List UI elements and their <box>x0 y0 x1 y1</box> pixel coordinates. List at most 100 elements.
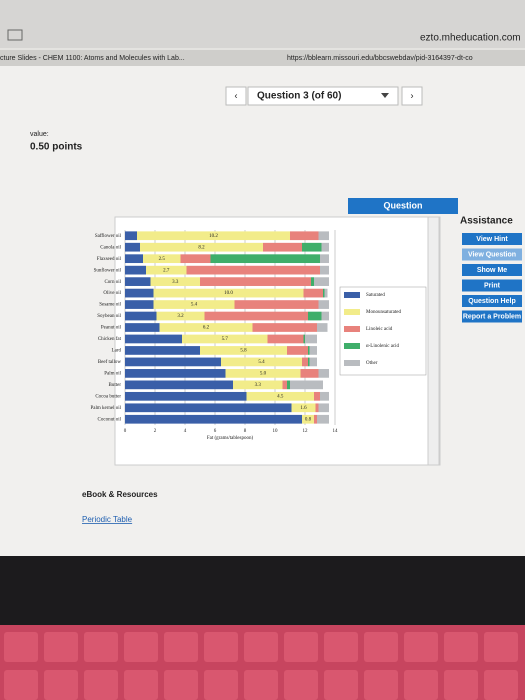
assist-button-label: Print <box>484 282 501 289</box>
bar-segment <box>290 380 323 390</box>
x-tick-label: 0 <box>124 429 127 434</box>
periodic-link[interactable]: Periodic Table <box>82 515 133 524</box>
bar-segment <box>125 346 200 355</box>
key <box>244 632 278 662</box>
assist-button-label: View Hint <box>476 236 508 243</box>
y-tick-label: Sunflower oil <box>94 268 122 273</box>
x-tick-label: 4 <box>184 429 187 434</box>
bar-segment <box>320 265 329 275</box>
bar-segment <box>305 334 317 344</box>
bar-segment <box>267 334 304 344</box>
assist-button-label: Report a Problem <box>463 313 521 320</box>
scrollbar[interactable] <box>427 216 440 466</box>
bar-segment <box>153 300 235 309</box>
assistance-title: Assistance <box>460 216 513 227</box>
y-tick-label: Palm kernel oil <box>90 406 121 411</box>
bar-segment <box>317 323 328 332</box>
legend-label: Saturated <box>366 293 385 298</box>
y-tick-label: Palm oil <box>104 372 121 377</box>
bar-segment <box>182 334 268 344</box>
next-arrow: › <box>411 90 414 100</box>
bar-segment <box>290 231 319 241</box>
key <box>44 632 78 662</box>
bar-segment <box>291 403 316 413</box>
y-tick-label: Soybean oil <box>97 314 121 319</box>
data-label: 5.7 <box>222 337 229 342</box>
host: ezto.mheducation.com <box>420 33 521 44</box>
assist-button[interactable] <box>462 310 522 323</box>
y-tick-label: Cocoa butter <box>95 394 121 399</box>
key <box>124 670 158 700</box>
y-tick-label: Chicken fat <box>98 337 122 342</box>
x-tick-label: 12 <box>303 429 309 434</box>
bar-segment <box>125 369 226 378</box>
tab-title: cture Slides - CHEM 1100: Atoms and Mole… <box>0 55 185 62</box>
bar-segment <box>125 242 140 252</box>
data-label: 8.2 <box>198 245 205 250</box>
bar-segment <box>318 369 329 378</box>
y-tick-label: Sesame oil <box>99 303 121 308</box>
bar-segment <box>300 369 319 378</box>
bar-segment <box>311 277 314 286</box>
assist-button-label: Question Help <box>468 298 515 305</box>
assist-button[interactable] <box>462 248 522 261</box>
bar-segment <box>302 357 308 367</box>
bar-segment <box>125 334 182 344</box>
key <box>484 632 518 662</box>
assist-button[interactable] <box>462 264 522 276</box>
assist-button[interactable] <box>462 279 522 292</box>
data-label: 2.7 <box>163 268 170 273</box>
data-label: 1.6 <box>300 406 307 411</box>
bar-segment <box>125 265 146 275</box>
bar-segment <box>318 300 329 309</box>
bar-segment <box>150 277 200 286</box>
data-label: 3.3 <box>172 280 179 285</box>
bar-segment <box>137 231 290 241</box>
legend-label: α-Linolenic acid <box>366 344 400 349</box>
bar-segment <box>252 323 317 332</box>
question-tab[interactable] <box>348 198 458 214</box>
y-tick-label: Corn oil <box>104 280 121 285</box>
x-tick-label: 10 <box>273 429 279 434</box>
question-tab-label: Question <box>383 200 422 210</box>
bar-segment <box>143 254 181 264</box>
key <box>84 670 118 700</box>
y-tick-label: Coconut oil <box>98 417 122 422</box>
key <box>164 670 198 700</box>
bar-segment <box>200 277 311 286</box>
assist-button[interactable] <box>462 233 522 245</box>
key <box>444 670 478 700</box>
next-button[interactable] <box>401 86 423 106</box>
bar-segment <box>233 380 283 390</box>
bar-segment <box>125 300 154 309</box>
prev-button[interactable] <box>225 86 247 106</box>
bar-segment <box>308 346 310 355</box>
bar-segment <box>180 254 211 264</box>
question-select[interactable] <box>247 86 399 106</box>
assist-button[interactable] <box>462 295 522 307</box>
y-tick-label: Butter <box>109 383 122 388</box>
key <box>244 670 278 700</box>
key <box>484 670 518 700</box>
legend-label: Other <box>366 361 378 366</box>
bar-segment <box>314 414 317 424</box>
x-tick-label: 6 <box>214 429 217 434</box>
points: 0.50 points <box>30 142 83 153</box>
bar-segment <box>125 311 157 321</box>
x-axis-label: Fat (grams/tablespoon) <box>207 436 254 441</box>
ebook-link[interactable]: eBook & Resources <box>82 490 158 499</box>
y-tick-label: Flaxseed oil <box>97 257 122 262</box>
bar-segment <box>321 242 329 252</box>
bar-segment <box>314 277 329 286</box>
x-tick-label: 14 <box>333 429 339 434</box>
key <box>364 670 398 700</box>
legend-swatch <box>344 360 360 366</box>
bar-segment <box>210 254 320 264</box>
assist-button-label: Show Me <box>477 267 507 274</box>
data-label: 2.5 <box>159 257 166 262</box>
bar-segment <box>246 391 314 401</box>
bar-segment <box>318 231 329 241</box>
bar-segment <box>303 288 323 298</box>
bar-segment <box>320 391 329 401</box>
key <box>204 632 238 662</box>
